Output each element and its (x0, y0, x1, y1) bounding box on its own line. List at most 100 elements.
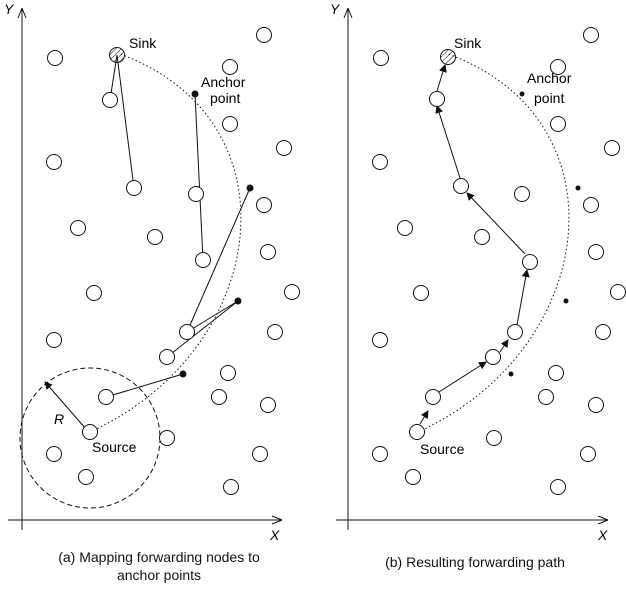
ideal-path-curve (89, 53, 242, 433)
sensor-node (425, 389, 441, 405)
sensor-node (188, 186, 204, 202)
sink-node (109, 47, 125, 63)
y-axis-label: Y (330, 1, 341, 17)
forwarding-arrow (436, 64, 447, 92)
sensor-node (284, 284, 300, 300)
sensor-node (46, 332, 62, 348)
caption-b: (b) Resulting forwarding path (340, 553, 610, 571)
sensor-node (46, 154, 62, 170)
sensor-node (604, 140, 620, 156)
sensor-node (583, 197, 599, 213)
sensor-node (595, 324, 611, 340)
sensor-node (102, 92, 118, 108)
source-node (409, 424, 425, 440)
sensor-node (588, 397, 604, 413)
sensor-node (474, 229, 490, 245)
sink-label: Sink (454, 35, 482, 51)
y-axis-arrow-left (17, 7, 23, 19)
sensor-node (413, 285, 429, 301)
sensor-node (220, 365, 236, 381)
range-label: R (54, 411, 64, 427)
sensor-node (507, 324, 523, 340)
mapping-line (166, 300, 239, 358)
sensor-node (159, 430, 175, 446)
sensor-node (550, 479, 566, 495)
sink-node (440, 49, 456, 65)
sensor-node (538, 389, 554, 405)
sensor-node (580, 446, 596, 462)
caption-a: (a) Mapping forwarding nodes to anchor p… (14, 548, 304, 584)
sensor-node (252, 446, 268, 462)
y-axis-arrow-left (343, 7, 349, 19)
x-axis-label: X (597, 527, 608, 543)
anchor-point (563, 298, 569, 304)
panel-a: Y X R (4, 1, 300, 543)
sensor-node (583, 27, 599, 43)
sensor-node (267, 324, 283, 340)
anchor-point (234, 297, 242, 305)
sensor-node (397, 220, 413, 236)
sensor-node (195, 252, 211, 268)
source-label: Source (420, 441, 465, 457)
range-radius-arrow (44, 381, 87, 430)
sensor-node (260, 244, 276, 260)
sensor-node (276, 140, 292, 156)
anchor-label-line1: Anchor (527, 70, 572, 86)
mapping-line (105, 373, 184, 398)
sensor-node (256, 197, 272, 213)
mapping-line (116, 54, 135, 189)
sensor-node (548, 365, 564, 381)
y-axis-arrow-right (21, 7, 27, 19)
anchor-point (246, 184, 254, 192)
sensor-node (372, 446, 388, 462)
sensor-node (98, 389, 114, 405)
ideal-path-curve (417, 53, 570, 433)
x-axis-arrow-bottom (271, 519, 283, 525)
sensor-node (550, 59, 566, 75)
sink-label: Sink (129, 35, 157, 51)
anchor-label-line2: point (534, 90, 564, 106)
caption-a-line1: (a) Mapping forwarding nodes to (58, 549, 260, 565)
y-axis-label: Y (4, 1, 15, 17)
sensor-node (610, 284, 626, 300)
anchor-point (191, 90, 199, 98)
sensor-node (453, 178, 469, 194)
source-node (82, 424, 98, 440)
sensor-node (223, 479, 239, 495)
sensor-node (78, 469, 94, 485)
sensor-node (405, 469, 421, 485)
y-axis-arrow-right (347, 7, 353, 19)
x-axis-arrow-top (597, 515, 609, 521)
sensor-node (372, 332, 388, 348)
sensor-node (522, 254, 538, 270)
forwarding-arrow (419, 410, 429, 425)
forwarding-arrow (466, 192, 526, 255)
caption-b-line1: (b) Resulting forwarding path (385, 554, 565, 570)
anchor-label-line2: point (210, 90, 240, 106)
sensor-node (47, 50, 63, 66)
anchor-point (508, 371, 514, 377)
sensor-node (373, 50, 389, 66)
anchor-point (519, 91, 525, 97)
sensor-node (260, 397, 276, 413)
sensor-node (70, 220, 86, 236)
sensor-node (86, 285, 102, 301)
mapping-line (194, 93, 204, 261)
sensor-node (46, 446, 62, 462)
caption-a-line2: anchor points (116, 567, 202, 583)
forwarding-arrow (499, 339, 509, 353)
sensor-node (222, 59, 238, 75)
x-axis-label: X (269, 527, 280, 543)
sensor-node (514, 186, 530, 202)
sensor-node (147, 229, 163, 245)
sensor-node (256, 27, 272, 43)
forwarding-arrow (516, 269, 530, 326)
sensor-node (211, 389, 227, 405)
sensor-node (486, 430, 502, 446)
sensor-node (550, 116, 566, 132)
forwarding-arrow (435, 105, 461, 179)
x-axis-arrow-bottom (597, 519, 609, 525)
sensor-node (588, 244, 604, 260)
mapping-line (186, 187, 251, 333)
source-label: Source (92, 439, 137, 455)
